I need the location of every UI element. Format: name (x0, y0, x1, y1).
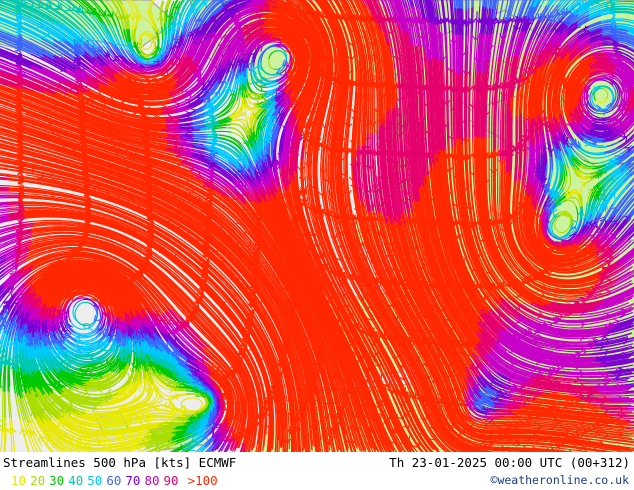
wind-speed-legend: 10 20 30 40 50 60 70 80 90 >100 (11, 473, 222, 488)
footer-bar: Streamlines 500 hPa [kts] ECMWF Th 23-01… (0, 452, 634, 490)
legend-entry-10: 10 (11, 473, 26, 488)
copyright-label: ©weatheronline.co.uk (491, 473, 629, 487)
valid-time-label: Th 23-01-2025 00:00 UTC (00+312) (389, 455, 630, 470)
streamline-layer (0, 0, 634, 452)
legend-entry-20: 20 (30, 473, 45, 488)
legend-entry-80: 80 (144, 473, 159, 488)
map-canvas[interactable] (0, 0, 634, 452)
legend-entry-60: 60 (106, 473, 121, 488)
legend-entry-70: 70 (125, 473, 140, 488)
chart-title: Streamlines 500 hPa [kts] ECMWF (3, 455, 236, 470)
legend-entry-50: 50 (87, 473, 102, 488)
legend-entry-90: 90 (164, 473, 179, 488)
legend-entry-40: 40 (68, 473, 83, 488)
legend-entry-gt100: >100 (188, 473, 218, 488)
legend-entry-30: 30 (49, 473, 64, 488)
map-svg (0, 0, 634, 452)
